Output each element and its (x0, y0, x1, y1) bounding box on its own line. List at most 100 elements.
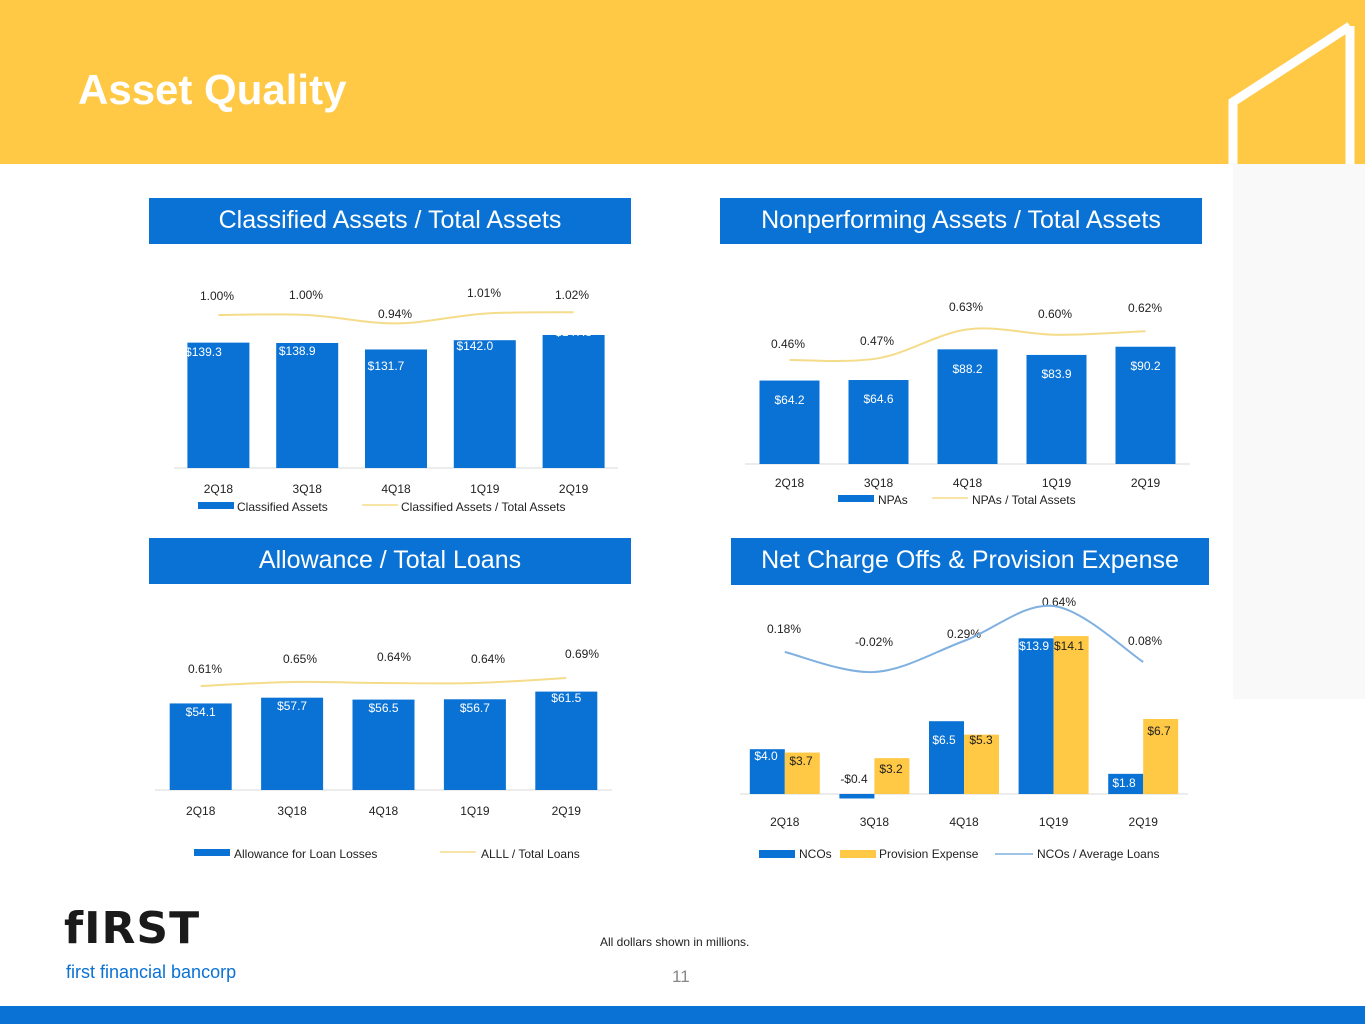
nco-legend-swatch-ncos (759, 850, 795, 858)
classified-category-label: 2Q19 (559, 482, 589, 496)
npa-bar-label: $64.2 (774, 393, 804, 407)
footer-bar (0, 1006, 1365, 1024)
allowance-category-label: 2Q19 (552, 804, 582, 818)
nco-bar-provision-2q19 (1143, 718, 1179, 794)
nco-bar-label-provision: $6.7 (1147, 724, 1171, 738)
classified-bar-label: $138.9 (279, 344, 316, 358)
npa-line-label: 0.62% (1128, 301, 1162, 315)
allowance-line-label: 0.65% (283, 652, 317, 666)
classified-bar-4q18 (365, 349, 427, 468)
nco-line-label: -0.02% (855, 635, 893, 649)
chart-title-nco: Net Charge Offs & Provision Expense (731, 538, 1209, 585)
nco-line-label: 0.08% (1128, 634, 1162, 648)
npa-bar-label: $83.9 (1041, 367, 1071, 381)
classified-ratio-line (218, 311, 574, 325)
classified-line-label: 1.00% (289, 288, 323, 302)
side-panel (1233, 164, 1365, 699)
npa-category-label: 1Q19 (1042, 476, 1072, 490)
classified-legend-label: Classified Assets / Total Assets (401, 500, 566, 514)
nco-bar-label-ncos: $13.9 (1019, 639, 1049, 653)
chart-title-allowance: Allowance / Total Loans (149, 538, 631, 584)
nco-bar-provision-1q19 (1053, 636, 1089, 794)
npa-ratio-line (789, 327, 1146, 362)
nco-category-label: 3Q18 (860, 815, 890, 829)
nco-bar-label-provision: $14.1 (1054, 639, 1084, 653)
nco-category-label: 2Q19 (1129, 815, 1159, 829)
nco-bar-label-provision: $3.7 (789, 754, 813, 768)
nco-bar-ncos-1q19 (1018, 638, 1054, 794)
classified-bar-label: $142.0 (456, 339, 493, 353)
company-logo: fIRST (64, 903, 201, 954)
chart-title-classified: Classified Assets / Total Assets (149, 198, 631, 244)
allowance-bar-label: $54.1 (186, 705, 216, 719)
npa-bar-label: $88.2 (952, 362, 982, 376)
nco-bar-label-ncos: $1.8 (1112, 776, 1136, 790)
allowance-bar-label: $56.7 (460, 701, 490, 715)
nco-legend-label: NCOs (799, 847, 832, 861)
npa-line-label: 0.60% (1038, 307, 1072, 321)
nco-line-label: 0.29% (947, 627, 981, 641)
npa-category-label: 3Q18 (864, 476, 894, 490)
npa-bar-2q19 (1115, 346, 1176, 464)
npa-category-label: 2Q19 (1131, 476, 1161, 490)
allowance-line-label: 0.61% (188, 662, 222, 676)
npa-line-label: 0.63% (949, 300, 983, 314)
npa-bar-1q19 (1026, 354, 1087, 464)
classified-bar-label: $139.3 (185, 345, 222, 359)
page-number: 11 (672, 967, 690, 986)
npa-bar-4q18 (937, 349, 998, 464)
nco-bar-ncos-3q18 (839, 794, 875, 799)
nco-ratio-line (784, 604, 1144, 674)
allowance-line-label: 0.64% (471, 652, 505, 666)
allowance-bar-2q19 (535, 691, 598, 790)
classified-category-label: 4Q18 (381, 482, 411, 496)
allowance-bar-4q18 (352, 699, 415, 790)
allowance-bar-3q18 (261, 697, 324, 790)
classified-category-label: 1Q19 (470, 482, 500, 496)
classified-line-label: 1.01% (467, 286, 501, 300)
allowance-bar-2q18 (169, 703, 232, 790)
classified-bar-1q19 (453, 340, 516, 468)
classified-line-label: 1.00% (200, 289, 234, 303)
nco-bar-ncos-4q18 (929, 721, 964, 794)
npa-bar-label: $64.6 (863, 392, 893, 406)
npa-legend-label: NPAs (878, 493, 908, 507)
npa-bar-2q18 (759, 380, 820, 464)
npa-line-label: 0.46% (771, 337, 805, 351)
allowance-bar-label: $61.5 (551, 691, 581, 705)
chart-title-npa: Nonperforming Assets / Total Assets (720, 198, 1202, 244)
npa-bar-3q18 (848, 380, 909, 464)
classified-bar-3q18 (276, 342, 339, 468)
company-name: first financial bancorp (66, 962, 237, 982)
nco-legend-label: Provision Expense (879, 847, 979, 861)
allowance-category-label: 2Q18 (186, 804, 216, 818)
nco-bar-label-provision: $5.3 (969, 733, 993, 747)
corner-decoration (1228, 22, 1355, 168)
npa-line-label: 0.47% (860, 334, 894, 348)
footnote: All dollars shown in millions. (600, 935, 750, 949)
nco-bar-label-ncos: $6.5 (932, 733, 956, 747)
allowance-bar-1q19 (443, 699, 506, 790)
allowance-bar-label: $56.5 (368, 701, 398, 715)
npa-legend-swatch-bar (838, 495, 874, 502)
allowance-legend-swatch-bar (194, 849, 230, 856)
nco-bar-label-provision: $3.2 (879, 762, 903, 776)
nco-bar-ncos-2q19 (1108, 773, 1144, 794)
nco-legend-swatch-provision (840, 850, 876, 858)
classified-bar-2q18 (187, 342, 250, 468)
npa-legend-label: NPAs / Total Assets (972, 493, 1076, 507)
header-banner (0, 0, 1365, 164)
npa-category-label: 4Q18 (953, 476, 983, 490)
classified-bar-label: $131.7 (368, 359, 405, 373)
nco-bar-label-ncos: $4.0 (754, 749, 778, 763)
classified-category-label: 2Q18 (204, 482, 234, 496)
allowance-line-label: 0.64% (377, 650, 411, 664)
nco-bar-provision-4q18 (964, 734, 999, 794)
classified-bar-2q19 (542, 334, 605, 468)
classified-legend-swatch-bar (198, 502, 234, 509)
npa-bar-label: $90.2 (1130, 359, 1160, 373)
classified-category-label: 3Q18 (293, 482, 323, 496)
nco-category-label: 4Q18 (949, 815, 979, 829)
classified-line-label: 0.94% (378, 307, 412, 321)
